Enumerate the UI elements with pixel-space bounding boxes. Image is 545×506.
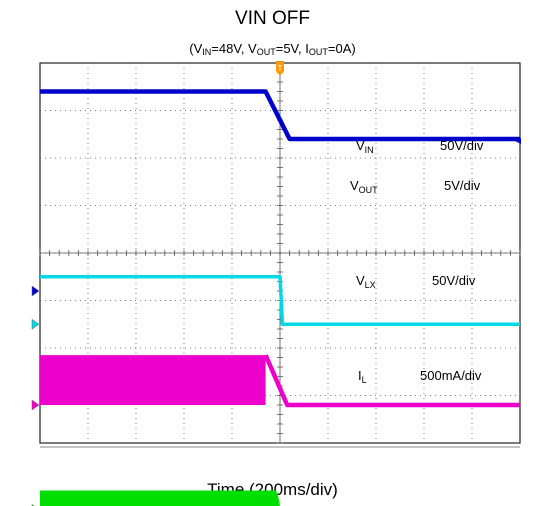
trace-scale-vlx: 50V/div: [432, 273, 476, 288]
switching-band-vlx: [40, 355, 266, 405]
trace-label-vlx: VLX: [356, 273, 376, 290]
trigger-marker: [276, 61, 284, 76]
vin-offset-arrow: [515, 138, 521, 144]
chart-title: VIN OFF: [235, 8, 310, 29]
channel-marker-vout: [31, 318, 40, 330]
waveform-vin: [40, 89, 520, 142]
trace-scale-vin: 50V/div: [440, 138, 484, 153]
trace-label-vout: VOUT: [350, 178, 378, 195]
switching-band-il: [40, 490, 280, 506]
channel-marker-vin: [31, 285, 40, 297]
trace-scale-il: 500mA/div: [420, 368, 482, 383]
waveform-vlx: [263, 354, 520, 408]
trigger-marker-label: T: [278, 64, 283, 73]
channel-marker-vlx: [31, 399, 40, 411]
trace-scale-vout: 5V/div: [444, 178, 481, 193]
chart-subtitle: (VIN=48V, VOUT=5V, IOUT=0A): [189, 41, 356, 57]
trace-label-vin: VIN: [356, 138, 374, 155]
waveform-vout: [40, 275, 520, 327]
trace-label-il: IL: [358, 368, 367, 385]
